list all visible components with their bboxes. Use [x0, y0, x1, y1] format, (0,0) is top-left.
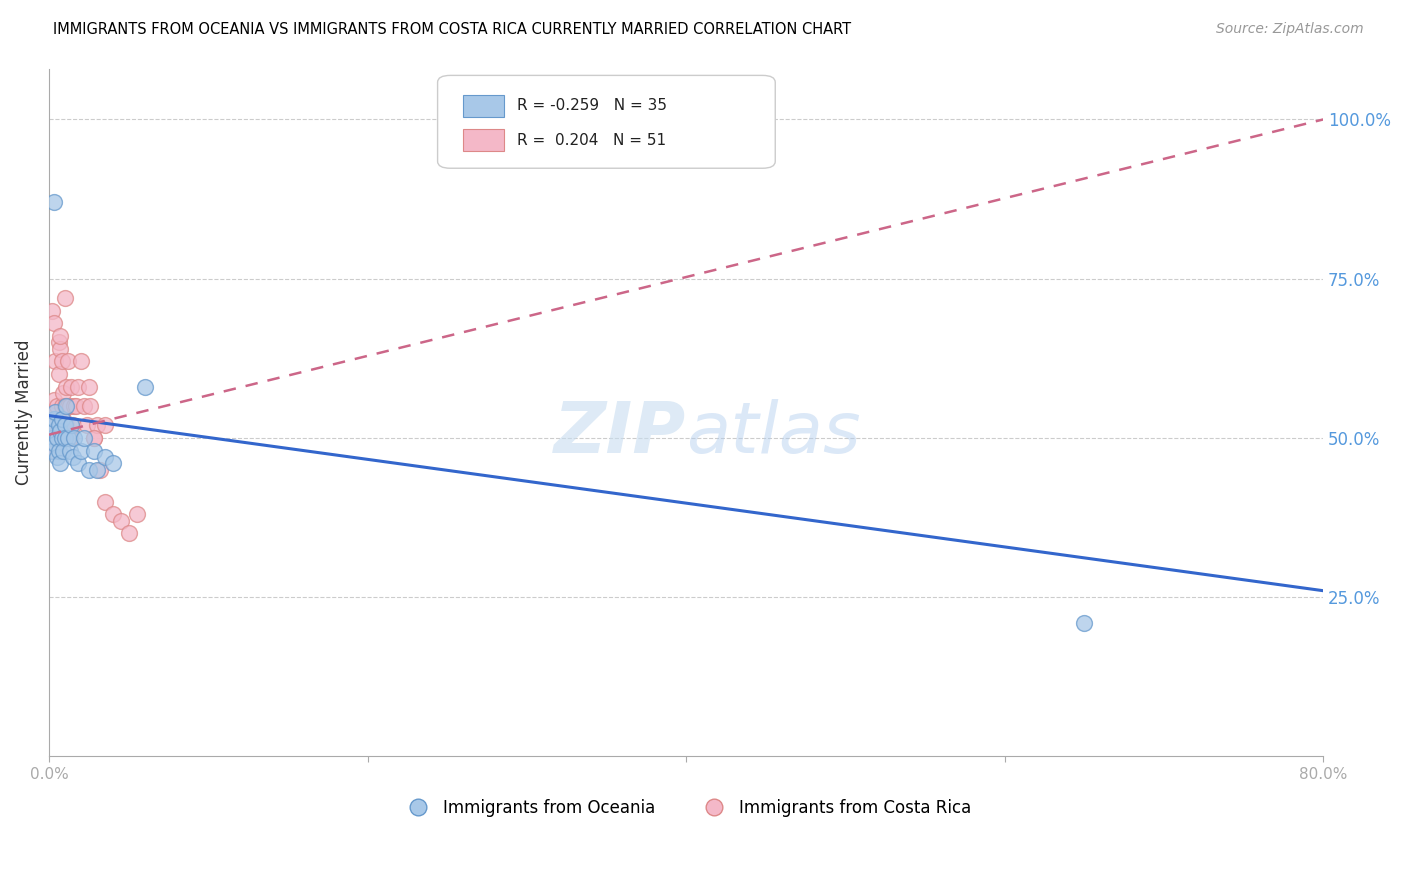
Point [51, 418, 73, 433]
Text: ZIP: ZIP [554, 399, 686, 467]
Point [59, 431, 82, 445]
Point [41, 443, 63, 458]
Text: Source: ZipAtlas.com: Source: ZipAtlas.com [1216, 22, 1364, 37]
Point [125, 508, 148, 522]
Bar [463, 95, 503, 117]
Point [45, 431, 67, 445]
Point [49, 456, 72, 470]
Point [48, 431, 70, 445]
Point [53, 418, 76, 433]
Point [93, 494, 115, 508]
Point [44, 405, 66, 419]
Point [56, 399, 79, 413]
Point [86, 463, 108, 477]
Point [83, 431, 105, 445]
Text: R = -0.259   N = 35: R = -0.259 N = 35 [516, 98, 666, 113]
Point [63, 399, 86, 413]
Point [134, 380, 156, 394]
Point [39, 418, 62, 433]
Point [93, 450, 115, 464]
Point [73, 431, 96, 445]
Point [45, 450, 67, 464]
Point [53, 399, 76, 413]
Point [42, 425, 65, 439]
Point [52, 386, 75, 401]
Bar [463, 129, 503, 151]
Text: atlas: atlas [686, 399, 860, 467]
Point [51, 431, 73, 445]
Point [77, 380, 100, 394]
Point [48, 418, 70, 433]
Point [101, 508, 124, 522]
Point [41, 431, 63, 445]
Point [63, 431, 86, 445]
Point [49, 418, 72, 433]
Point [45, 399, 67, 413]
Legend: Immigrants from Oceania, Immigrants from Costa Rica: Immigrants from Oceania, Immigrants from… [395, 792, 977, 823]
Point [44, 354, 66, 368]
Point [51, 354, 73, 368]
Point [117, 526, 139, 541]
Point [42, 425, 65, 439]
Point [65, 399, 87, 413]
Point [53, 431, 76, 445]
Point [89, 463, 111, 477]
Point [86, 418, 108, 433]
Point [42, 411, 65, 425]
Text: IMMIGRANTS FROM OCEANIA VS IMMIGRANTS FROM COSTA RICA CURRENTLY MARRIED CORRELAT: IMMIGRANTS FROM OCEANIA VS IMMIGRANTS FR… [53, 22, 852, 37]
Point [1073, 615, 1095, 630]
Point [49, 425, 72, 439]
Point [93, 418, 115, 433]
FancyBboxPatch shape [437, 76, 775, 169]
Point [76, 418, 98, 433]
Point [83, 431, 105, 445]
Point [101, 456, 124, 470]
Point [59, 443, 82, 458]
Point [48, 335, 70, 350]
Point [53, 291, 76, 305]
Text: R =  0.204   N = 51: R = 0.204 N = 51 [516, 133, 665, 147]
Point [44, 443, 66, 458]
Point [42, 392, 65, 407]
Point [73, 399, 96, 413]
Point [60, 418, 83, 433]
Point [56, 431, 79, 445]
Point [42, 195, 65, 210]
Point [77, 463, 100, 477]
Point [69, 354, 91, 368]
Point [83, 443, 105, 458]
Point [45, 431, 67, 445]
Point [41, 303, 63, 318]
Point [49, 342, 72, 356]
Point [66, 380, 89, 394]
Point [39, 418, 62, 433]
Point [42, 316, 65, 330]
Point [110, 514, 132, 528]
Point [69, 443, 91, 458]
Point [49, 329, 72, 343]
Point [79, 399, 101, 413]
Point [41, 431, 63, 445]
Point [56, 354, 79, 368]
Point [52, 443, 75, 458]
Point [55, 380, 77, 394]
Y-axis label: Currently Married: Currently Married [15, 340, 32, 485]
Point [44, 437, 66, 451]
Point [62, 418, 84, 433]
Point [48, 367, 70, 381]
Point [41, 405, 63, 419]
Point [62, 450, 84, 464]
Point [59, 399, 82, 413]
Point [53, 431, 76, 445]
Point [51, 399, 73, 413]
Point [66, 456, 89, 470]
Point [52, 411, 75, 425]
Point [51, 411, 73, 425]
Point [55, 418, 77, 433]
Point [55, 399, 77, 413]
Point [48, 443, 70, 458]
Point [60, 380, 83, 394]
